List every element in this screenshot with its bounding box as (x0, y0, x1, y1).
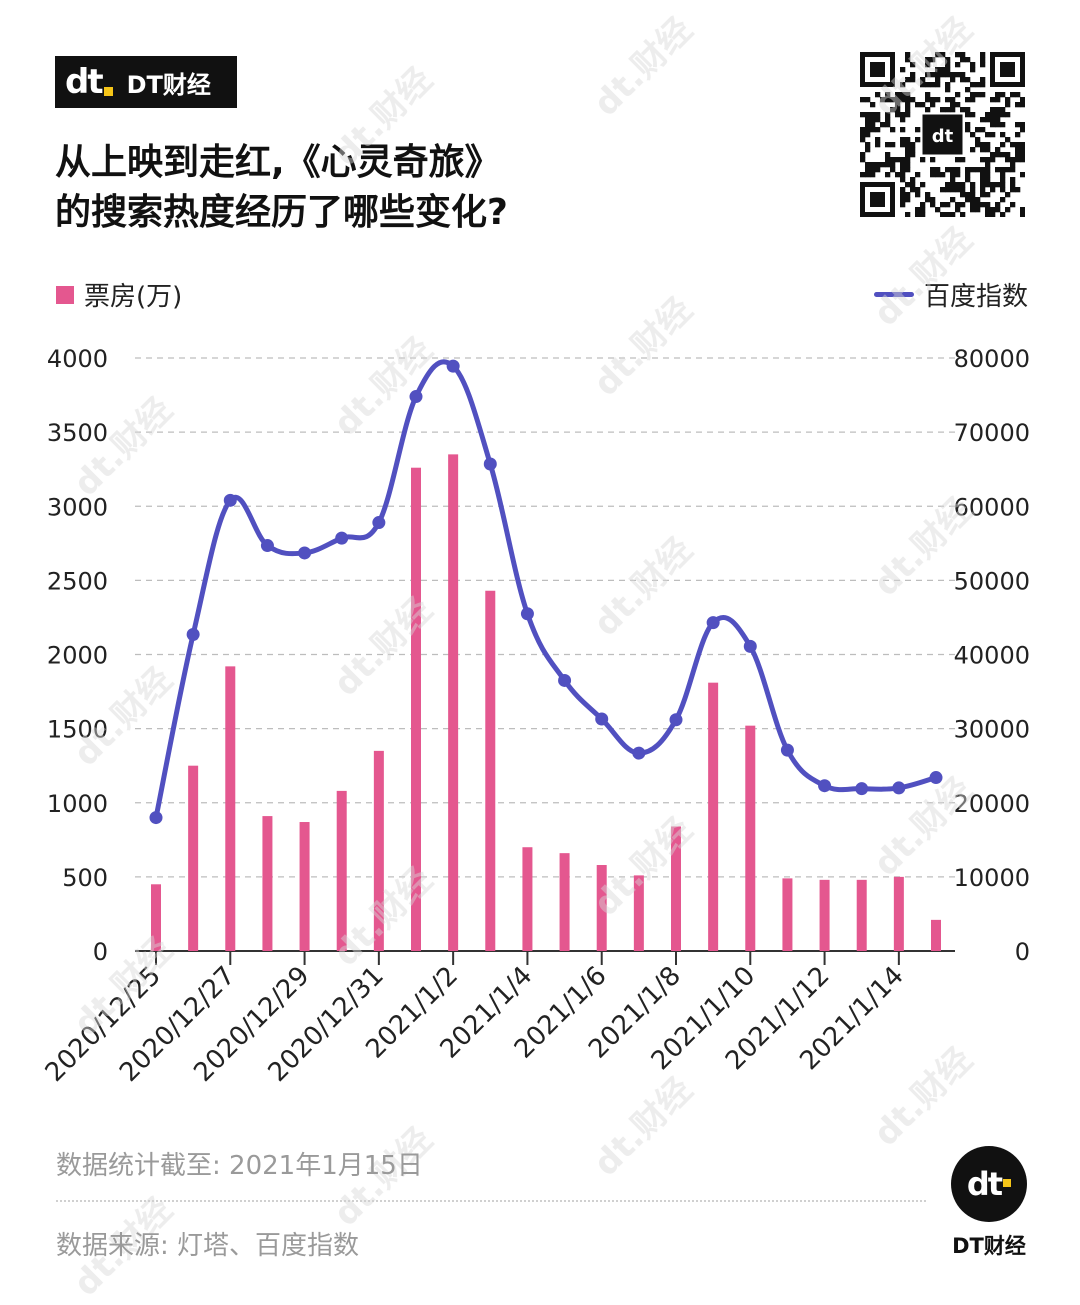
legend-box-office-label: 票房(万) (84, 282, 183, 312)
bar (931, 919, 941, 951)
y-right-tick-label: 40000 (954, 642, 1030, 670)
bar (819, 879, 830, 951)
y-right-tick-label: 10000 (954, 864, 1030, 892)
baidu-index-point (260, 539, 274, 553)
corner-brand-name: DT财经 (952, 1234, 1026, 1258)
qr-code-icon: dt (860, 52, 1025, 217)
baidu-index-point (558, 673, 572, 687)
y-right-tick-label: 0 (1015, 938, 1030, 966)
baidu-index-point (855, 782, 869, 796)
brand-name: DT财经 (126, 70, 211, 99)
baidu-index-line (153, 359, 939, 821)
legend-bar-swatch (56, 285, 74, 304)
bar (856, 879, 867, 951)
y-left-tick-label: 2000 (47, 642, 108, 670)
y-right-tick-label: 20000 (954, 790, 1030, 818)
bar (633, 875, 644, 951)
baidu-index-point (818, 779, 832, 793)
bar (188, 765, 199, 951)
baidu-index-point (223, 493, 237, 507)
bar (671, 826, 681, 951)
baidu-index-point (149, 811, 163, 825)
bar (262, 816, 273, 951)
bar (559, 853, 570, 951)
y-right-tick-label: 60000 (954, 493, 1030, 521)
baidu-index-point (743, 639, 757, 653)
brand-logo-icon: dt (65, 65, 113, 99)
baidu-index-point (186, 627, 200, 641)
y-left-tick-label: 3000 (47, 493, 108, 521)
y-left-tick-label: 1500 (47, 716, 108, 744)
brand-badge: dt DT财经 (55, 56, 237, 108)
legend-box-office: 票房(万) (56, 276, 182, 313)
y-left-tick-label: 4000 (47, 345, 108, 373)
y-right-tick-label: 50000 (954, 567, 1030, 595)
baidu-index-point (669, 713, 683, 727)
baidu-index-point (483, 457, 497, 471)
legend-baidu-index: 百度指数 (873, 276, 1028, 313)
baidu-index-point (335, 531, 349, 545)
baidu-index-point (409, 390, 423, 404)
baidu-index-point (446, 359, 460, 373)
page-title: 从上映到走红,《心灵奇旅》 的搜索热度经历了哪些变化? (55, 138, 775, 238)
bar (411, 467, 421, 951)
baidu-index-point (298, 546, 312, 560)
y-right-tick-label: 30000 (954, 716, 1030, 744)
baidu-index-point (929, 771, 943, 785)
bar (522, 847, 533, 951)
y-left-tick-label: 0 (93, 938, 108, 966)
baidu-index-point (892, 781, 906, 795)
bar (225, 666, 236, 951)
y-right-tick-label: 80000 (954, 345, 1030, 373)
bar (485, 590, 496, 951)
title-line-1: 从上映到走红,《心灵奇旅》 (55, 142, 501, 183)
footnote-cutoff: 数据统计截至: 2021年1月15日 (56, 1151, 423, 1181)
baidu-index-point (706, 616, 720, 630)
y-left-tick-label: 500 (62, 864, 108, 892)
title-line-2: 的搜索热度经历了哪些变化? (55, 192, 508, 233)
bar (336, 790, 347, 951)
bar (596, 865, 607, 951)
baidu-index-point (632, 746, 646, 760)
y-left-tick-label: 3500 (47, 419, 108, 447)
y-right-tick-label: 70000 (954, 419, 1030, 447)
legend-line-swatch (873, 292, 914, 297)
baidu-index-point (595, 712, 609, 726)
bar (782, 878, 793, 951)
y-left-tick-label: 1000 (47, 790, 108, 818)
baidu-index-point (780, 743, 794, 757)
bar (708, 682, 719, 951)
svg-text:dt: dt (932, 126, 954, 147)
baidu-index-point (372, 516, 386, 530)
footnote-divider (56, 1200, 926, 1202)
corner-logo-icon: dt (951, 1146, 1027, 1222)
y-left-tick-label: 2500 (47, 567, 108, 595)
bar (151, 884, 161, 951)
legend-baidu-index-label: 百度指数 (923, 282, 1028, 312)
bar (373, 750, 384, 951)
combo-chart: 0 0 500 10000 1000 20000 1500 30000 2000 40000 250… (40, 345, 1030, 1088)
footnote-source: 数据来源: 灯塔、百度指数 (56, 1231, 360, 1261)
bar (299, 822, 310, 951)
bar (745, 725, 756, 951)
bar (893, 876, 904, 951)
bar (448, 454, 459, 951)
baidu-index-point (520, 607, 534, 621)
